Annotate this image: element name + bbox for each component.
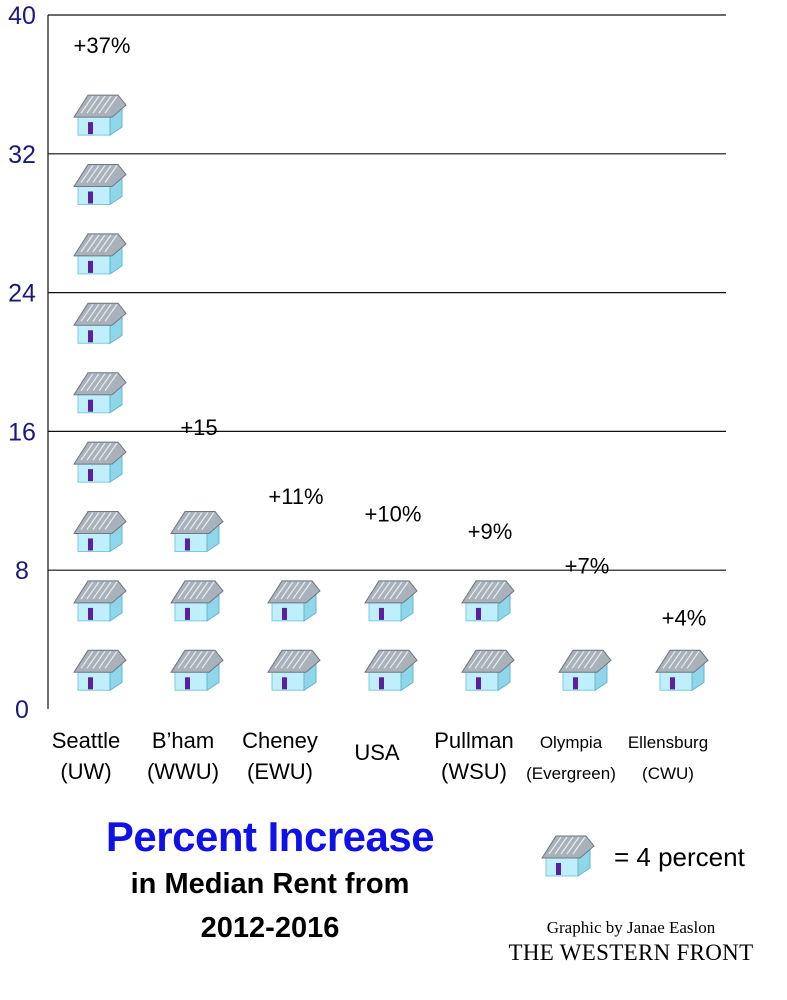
data-label: +7% <box>565 554 610 579</box>
chart-title: Percent Increase <box>105 813 435 860</box>
data-label: +9% <box>468 519 513 544</box>
chart-subtitle-line2: 2012-2016 <box>200 912 340 944</box>
x-tick-label: (Evergreen) <box>526 764 616 783</box>
house-icon <box>73 302 127 344</box>
chart-title-block: Percent Increase in Median Rent from 201… <box>40 812 500 950</box>
y-tick-label: 8 <box>15 557 29 585</box>
partial-house-icon <box>267 518 321 553</box>
x-tick-label: Cheney <box>242 728 318 753</box>
x-tick-label: USA <box>354 740 400 765</box>
house-icon <box>73 510 127 553</box>
partial-house-icon <box>170 448 224 483</box>
house-icon <box>73 372 127 414</box>
house-icon <box>461 649 515 691</box>
house-icon <box>170 510 224 553</box>
house-icon <box>73 441 127 483</box>
y-tick-label: 24 <box>8 280 36 308</box>
data-label: +10% <box>365 502 422 527</box>
credit-block: Graphic by Janae Easlon THE WESTERN FRON… <box>500 918 762 966</box>
x-tick-label: (CWU) <box>642 764 694 783</box>
partial-house-icon <box>558 587 612 622</box>
house-icon <box>541 835 595 877</box>
x-tick-label: Ellensburg <box>628 733 708 752</box>
legend-text: = 4 percent <box>614 841 745 872</box>
data-label: +37% <box>74 33 131 58</box>
house-icon <box>73 233 127 275</box>
x-tick-label: Seattle <box>52 728 121 753</box>
x-tick-label: (WWU) <box>147 759 219 784</box>
x-tick-label: Olympia <box>540 733 603 752</box>
house-icon <box>558 649 612 691</box>
house-icon <box>461 580 515 622</box>
house-icon <box>364 580 418 622</box>
house-icon <box>73 163 127 206</box>
x-tick-label: (EWU) <box>247 759 313 784</box>
y-tick-label: 16 <box>8 418 36 446</box>
publication-name: THE WESTERN FRONT <box>508 940 754 965</box>
data-label: +15 <box>180 415 217 440</box>
house-icon <box>73 649 127 691</box>
legend: = 4 percent <box>534 826 745 888</box>
x-tick-label: B’ham <box>152 728 214 753</box>
house-icon <box>73 580 127 622</box>
data-label: +11% <box>268 484 323 509</box>
y-tick-label: 40 <box>8 2 36 30</box>
house-icon <box>267 649 321 691</box>
y-tick-label: 0 <box>15 696 29 724</box>
house-icon <box>364 649 418 691</box>
x-tick-label: Pullman <box>434 728 513 753</box>
data-label: +4% <box>662 606 707 631</box>
house-icon <box>655 649 709 691</box>
x-tick-label: (WSU) <box>441 759 507 784</box>
house-icon <box>170 649 224 691</box>
graphic-credit: Graphic by Janae Easlon <box>546 918 716 937</box>
y-tick-label: 32 <box>8 141 36 169</box>
pictograph-chart: 0 8 16 24 32 40 +37% +15 +11% +10% +9% +7% +4% Seat… <box>8 2 726 784</box>
house-icon <box>170 580 224 622</box>
chart-subtitle-line1: in Median Rent from <box>130 868 410 900</box>
x-tick-label: (UW) <box>60 759 111 784</box>
house-icon <box>267 580 321 622</box>
house-icon <box>73 94 127 136</box>
